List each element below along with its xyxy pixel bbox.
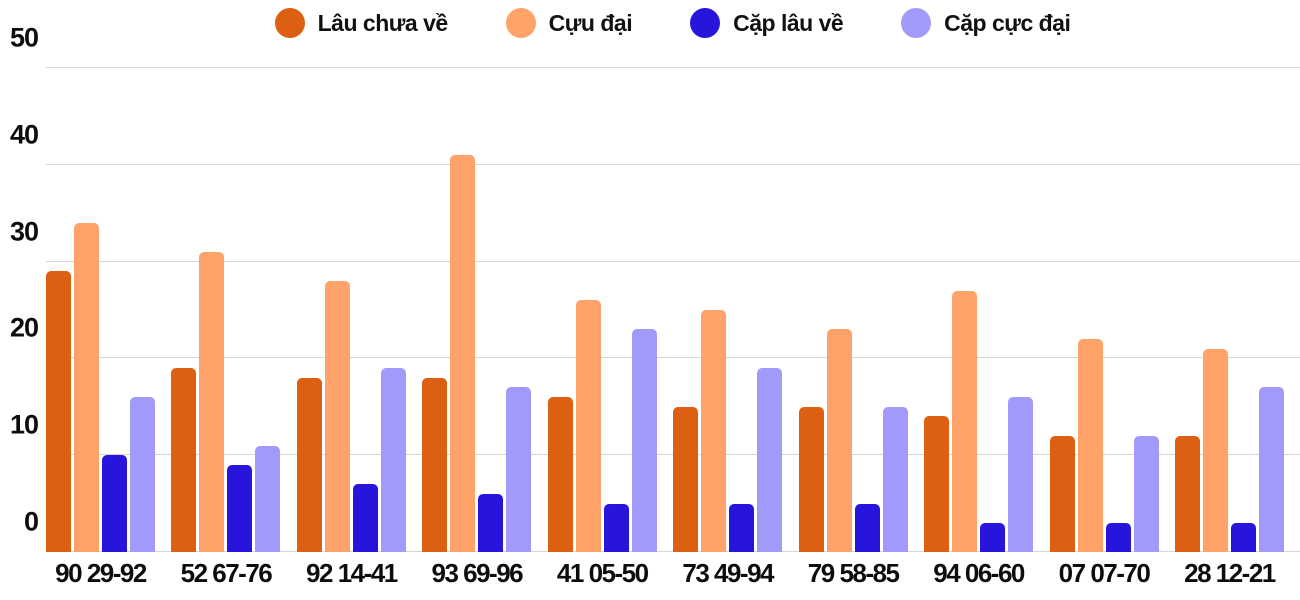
legend-marker-icon (690, 8, 721, 38)
x-axis-label: 92 14-41 (306, 558, 398, 588)
x-axis-labels: 90 29-92 52 67-76 92 14-41 93 69-96 41 05-50… (46, 558, 1300, 589)
bar (603, 503, 629, 552)
y-tick-label-0: 0 (23, 506, 39, 537)
bar (74, 222, 99, 552)
y-tick-label-40: 40 (9, 119, 39, 150)
bar (102, 455, 127, 552)
bar (227, 464, 253, 552)
bar (547, 397, 573, 552)
bar-group-79-58-85 (798, 68, 908, 552)
bar (854, 503, 880, 552)
bar (296, 377, 322, 552)
legend-label: Cựu đại (548, 9, 633, 36)
bar (380, 368, 406, 552)
bar (171, 368, 197, 552)
legend: Lâu chưa về Cựu đại Cặp lâu về Cặp cực đ… (45, 2, 1300, 44)
bar-group-41-05-50 (547, 68, 657, 552)
bar (352, 484, 378, 552)
bar (130, 397, 155, 552)
x-axis-label: 41 05-50 (556, 558, 649, 588)
gridline-y-40 (46, 163, 1300, 165)
x-axis-label: 28 12-21 (1184, 558, 1276, 588)
legend-label: Lâu chưa về (317, 9, 449, 36)
bar-group-28-12-21 (1174, 68, 1284, 552)
x-axis-label: 73 49-94 (682, 558, 774, 588)
x-axis-label: 93 69-96 (431, 558, 523, 588)
bar (701, 310, 727, 552)
legend-item-cuu-dai[interactable]: Cựu đại (505, 8, 633, 38)
gridline-y-30 (46, 260, 1300, 262)
bar (757, 368, 783, 552)
gridline-y-50 (46, 67, 1300, 68)
bar (729, 503, 755, 552)
bar (450, 155, 476, 552)
bar (46, 271, 71, 552)
bar (952, 290, 978, 552)
bar-group-90-29-92 (46, 68, 155, 552)
plot-area: 0 10 20 30 40 50 (10, 23, 1300, 552)
bar (575, 300, 601, 552)
bar (255, 445, 281, 552)
gridline-y-0 (46, 551, 1300, 552)
bar (1174, 435, 1200, 552)
bar-groups-container (46, 68, 1300, 552)
legend-item-cap-lau-ve[interactable]: Cặp lâu về (690, 8, 844, 38)
bar (1202, 348, 1228, 552)
bar (924, 416, 950, 552)
bar (506, 387, 532, 552)
y-tick-label-20: 20 (9, 312, 39, 343)
bar (1105, 522, 1131, 552)
bar (631, 329, 657, 552)
x-axis-label: 90 29-92 (55, 558, 147, 588)
legend-marker-icon (274, 8, 305, 38)
legend-label: Cặp cực đại (944, 9, 1071, 36)
gridline-y-20 (46, 357, 1300, 359)
gridline-y-10 (46, 454, 1300, 456)
bar-group-92-14-41 (296, 68, 406, 552)
bar-group-07-07-70 (1049, 68, 1159, 552)
bar (324, 280, 350, 552)
bar (1008, 397, 1034, 552)
legend-marker-icon (901, 8, 932, 38)
bar (1230, 522, 1256, 552)
legend-marker-icon (505, 8, 536, 38)
bar-group-94-06-60 (924, 68, 1034, 552)
x-axis-label: 07 07-70 (1058, 558, 1151, 588)
bar-group-73-49-94 (673, 68, 783, 552)
bar (1077, 339, 1103, 552)
bar (826, 329, 852, 552)
y-tick-label-10: 10 (9, 409, 39, 440)
bar (673, 406, 699, 552)
bar (1133, 435, 1159, 552)
bar (199, 251, 225, 552)
bar (422, 377, 448, 552)
x-axis-label: 94 06-60 (933, 558, 1025, 588)
legend-item-lau-chua-ve[interactable]: Lâu chưa về (274, 8, 449, 38)
bar (980, 522, 1006, 552)
x-axis-label: 52 67-76 (180, 558, 273, 588)
bar (1258, 387, 1284, 552)
bar (1049, 435, 1075, 552)
legend-item-cap-cuc-dai[interactable]: Cặp cực đại (901, 8, 1071, 38)
legend-label: Cặp lâu về (733, 9, 844, 36)
x-axis-label: 79 58-85 (807, 558, 900, 588)
bar-group-52-67-76 (171, 68, 281, 552)
bar (798, 406, 824, 552)
y-tick-label-50: 50 (9, 22, 39, 53)
bar (478, 493, 504, 552)
bar-group-93-69-96 (422, 68, 532, 552)
bar (882, 406, 908, 552)
y-tick-label-30: 30 (9, 216, 39, 247)
